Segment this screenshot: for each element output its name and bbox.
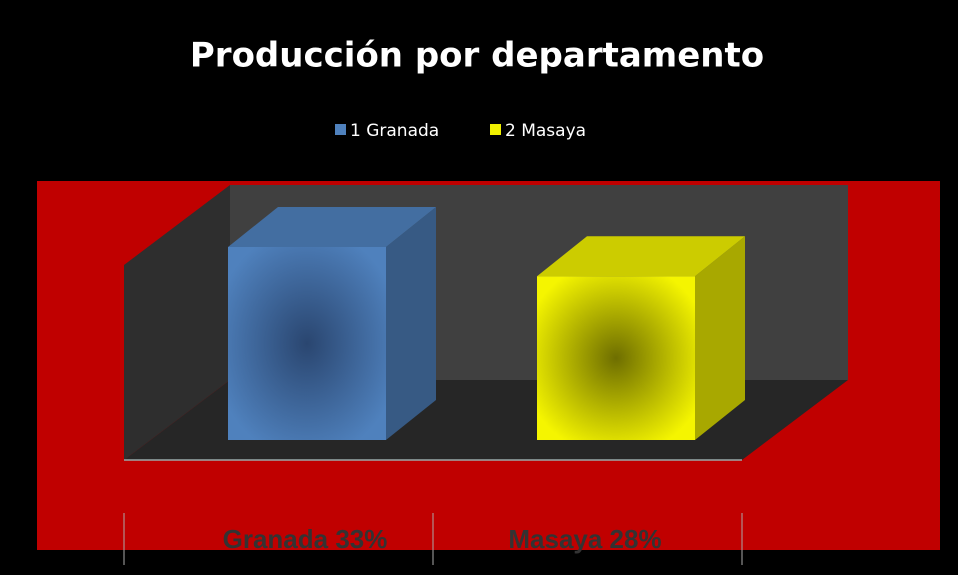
bar-side — [386, 207, 436, 440]
x-tick-label: Granada 33% — [223, 524, 388, 554]
legend-label: 2 Masaya — [505, 121, 586, 141]
legend-label: 1 Granada — [350, 121, 439, 141]
legend-swatch — [490, 124, 501, 135]
bar — [228, 247, 386, 440]
x-tick-label: Masaya 28% — [508, 524, 661, 554]
bar — [537, 276, 695, 440]
legend-swatch — [335, 124, 346, 135]
chart-title: Producción por departamento — [190, 36, 764, 76]
bar-top — [537, 236, 745, 277]
side-wall — [124, 185, 230, 460]
bar-top — [228, 207, 436, 247]
bar-side — [695, 236, 745, 440]
